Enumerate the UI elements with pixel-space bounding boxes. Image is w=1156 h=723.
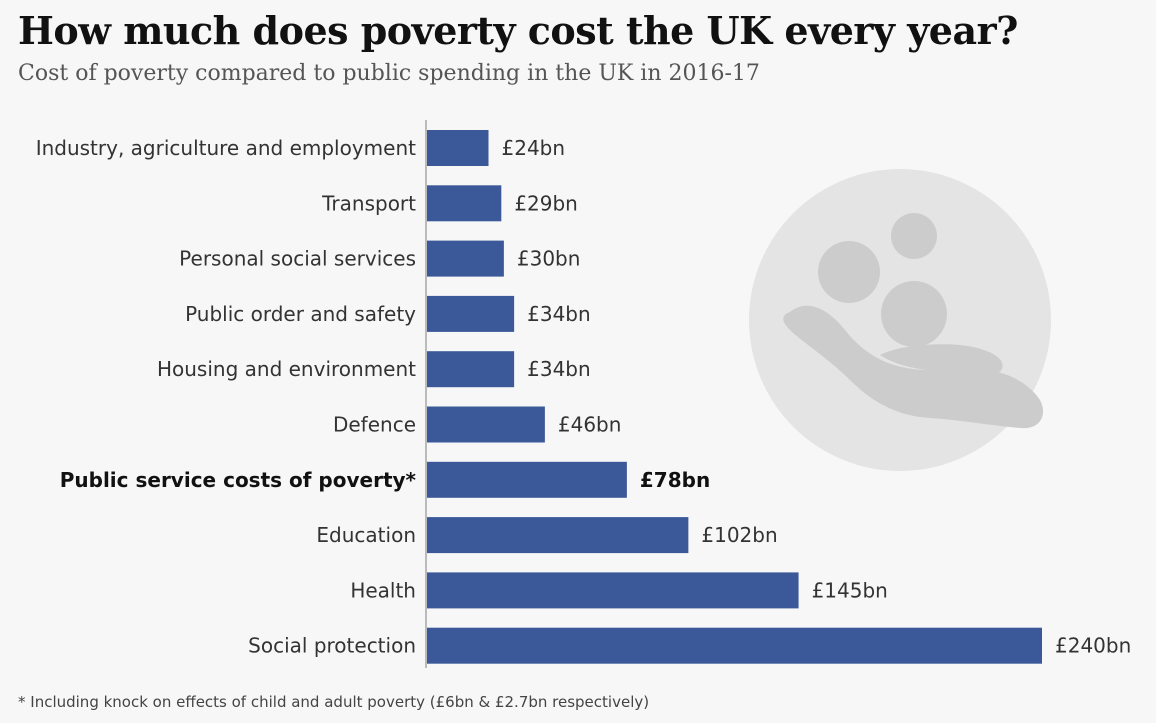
bar <box>427 461 627 498</box>
value-label: £102bn <box>701 523 777 547</box>
category-label: Transport <box>321 191 416 215</box>
category-label: Public order and safety <box>185 302 416 326</box>
bar <box>427 572 799 609</box>
value-label: £34bn <box>527 302 591 326</box>
value-label: £30bn <box>517 247 581 271</box>
value-label: £240bn <box>1055 634 1131 658</box>
hand-holding-people-icon <box>749 169 1051 471</box>
value-label: £24bn <box>502 136 566 160</box>
bar <box>427 295 515 332</box>
chart-subtitle: Cost of poverty compared to public spend… <box>18 61 760 86</box>
category-label: Public service costs of poverty* <box>60 468 417 492</box>
category-label: Industry, agriculture and employment <box>36 136 416 160</box>
category-label: Education <box>316 523 416 547</box>
category-label: Defence <box>333 413 416 437</box>
chart-title: How much does poverty cost the UK every … <box>18 8 1018 53</box>
category-label: Health <box>350 578 416 602</box>
bar <box>427 406 545 443</box>
value-label: £29bn <box>514 191 578 215</box>
bar <box>427 627 1042 664</box>
value-label: £34bn <box>527 357 591 381</box>
bar <box>427 130 489 166</box>
category-label: Personal social services <box>179 247 416 271</box>
bar <box>427 351 515 388</box>
bar <box>427 517 689 554</box>
value-label: £145bn <box>812 578 888 602</box>
footnote: * Including knock on effects of child an… <box>18 693 650 711</box>
bar <box>427 240 504 277</box>
category-label: Social protection <box>248 634 416 658</box>
value-label: £78bn <box>640 468 710 492</box>
value-label: £46bn <box>558 413 622 437</box>
bar <box>427 185 502 222</box>
category-label: Housing and environment <box>157 357 416 381</box>
